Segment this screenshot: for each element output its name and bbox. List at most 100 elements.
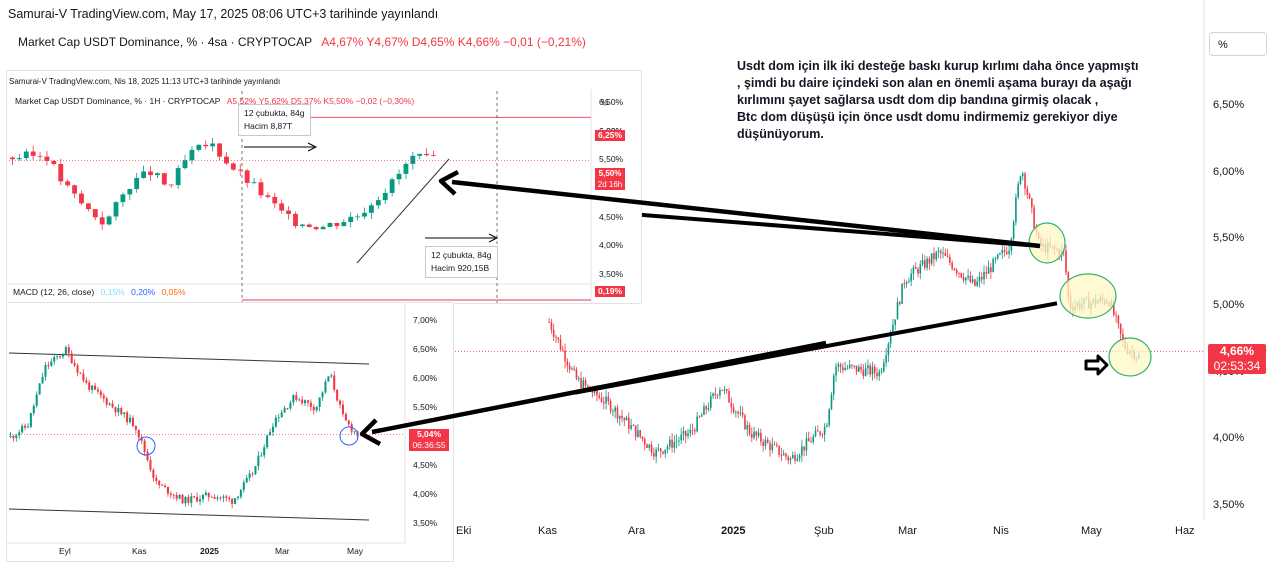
- inset2-candle: [187, 494, 190, 506]
- inset2-candle: [239, 488, 242, 499]
- inset2-candle: [193, 496, 196, 499]
- main-candle: [958, 272, 960, 279]
- main-candle: [659, 447, 662, 458]
- main-candle: [798, 453, 801, 462]
- main-candle: [605, 390, 607, 410]
- main-candle: [632, 423, 635, 426]
- annotation-note: Usdt dom için ilk iki desteğe baskı kuru…: [737, 58, 1139, 143]
- published-label: Samurai-V TradingView.com, May 17, 2025 …: [8, 7, 439, 21]
- inset1-candle: [155, 172, 160, 179]
- main-candle: [618, 415, 621, 426]
- inset2-candle: [309, 399, 312, 411]
- main-candle: [559, 334, 562, 351]
- main-candle: [643, 436, 646, 451]
- main-candle: [778, 445, 780, 458]
- main-candle: [810, 436, 812, 443]
- inset2-candle: [248, 470, 251, 482]
- inset1-candle: [16, 154, 22, 161]
- main-candle: [837, 361, 840, 372]
- main-candle: [721, 389, 723, 392]
- inset1-candle: [244, 168, 250, 188]
- inset1-candle: [396, 169, 402, 185]
- main-candle: [789, 456, 792, 465]
- inset1-macd-legend: MACD (12, 26, close) 0,15% 0,20% 0,05%: [13, 287, 186, 297]
- inset2-candle: [344, 412, 347, 421]
- inset2-candle: [88, 379, 91, 392]
- main-candle: [823, 423, 826, 442]
- inset2-candle: [44, 362, 47, 381]
- inset1-candle: [161, 172, 167, 186]
- main-candle: [753, 426, 755, 440]
- main-candle: [602, 396, 605, 410]
- inset1-plot: [7, 89, 592, 303]
- inset2-candle: [312, 404, 315, 415]
- inset1-bottom-label: 0,19%: [595, 286, 625, 297]
- main-candle: [967, 268, 969, 281]
- symbol-title[interactable]: Market Cap USDT Dominance, % · 4sa · CRY…: [18, 35, 586, 49]
- main-candle: [694, 427, 696, 435]
- inset2-candle: [85, 377, 88, 385]
- main-candle: [951, 260, 953, 271]
- main-candle: [568, 362, 571, 374]
- main-candle: [917, 266, 919, 278]
- main-candle: [835, 362, 837, 383]
- main-candle: [851, 364, 853, 370]
- inset1-symbol-title: Market Cap USDT Dominance, % · 1H · CRYP…: [15, 96, 414, 106]
- main-candle: [914, 262, 917, 270]
- inset2-candle: [234, 498, 237, 505]
- main-candle: [1003, 246, 1006, 257]
- inset2-candle: [102, 392, 105, 403]
- inset2-plot: [7, 303, 406, 544]
- inset2-circle-1: [136, 436, 156, 456]
- inset2-candle: [82, 369, 85, 383]
- main-candle: [691, 423, 694, 436]
- inset2-candle: [242, 479, 245, 493]
- inset2-price-value: 5,04%: [416, 429, 442, 439]
- main-candle: [719, 386, 721, 400]
- main-candle: [612, 408, 614, 417]
- main-candle: [684, 430, 687, 444]
- inset1-candle: [58, 158, 64, 186]
- inset2-candle: [9, 431, 12, 439]
- inset1-candle: [369, 202, 374, 219]
- inset1-candle: [348, 212, 354, 228]
- main-candle: [858, 364, 860, 372]
- pointer-arrow: [1084, 354, 1109, 376]
- inset1-candle: [141, 165, 147, 179]
- main-x-tick: Eki: [456, 525, 472, 537]
- main-candle: [949, 253, 951, 266]
- inset2-y-tick: 4,00%: [413, 489, 438, 499]
- main-candle: [817, 425, 819, 432]
- inset1-price-label: 5,50% 2d 16h: [595, 168, 625, 190]
- scale-mode-button[interactable]: %: [1209, 32, 1267, 56]
- main-candle: [598, 392, 601, 400]
- inset2-candle: [199, 495, 202, 506]
- annotation-line-4: Btc dom düşüşü için önce usdt domu indir…: [737, 110, 1118, 124]
- main-candle: [930, 253, 933, 266]
- main-candle: [983, 265, 985, 285]
- main-candle: [755, 430, 758, 441]
- inset2-candle: [301, 395, 304, 406]
- main-y-tick: 6,00%: [1213, 165, 1245, 178]
- inset1-candle: [106, 215, 112, 226]
- inset1-candle: [230, 162, 236, 172]
- inset2-candle: [149, 456, 152, 473]
- inset1-candle: [189, 146, 195, 165]
- inset2-candle: [169, 491, 172, 499]
- inset2-candle: [263, 444, 266, 459]
- main-candle: [714, 387, 717, 400]
- main-candle: [842, 362, 844, 374]
- inset2-candle: [347, 419, 350, 428]
- scale-unit: %: [1218, 39, 1228, 51]
- inset2-candle: [131, 415, 134, 428]
- main-candle: [946, 248, 949, 258]
- main-candle: [725, 388, 728, 394]
- inset1-candle: [217, 142, 222, 161]
- inset2-candle: [251, 471, 254, 477]
- main-candle: [664, 449, 667, 458]
- inset1-price-value: 5,50%: [598, 169, 622, 178]
- annotation-line-5: düşünüyorum.: [737, 127, 824, 141]
- inset2-candle: [292, 394, 295, 406]
- inset1-range-box-2: 12 çubukta, 84g Hacim 920,15B: [425, 246, 498, 278]
- main-candle: [548, 317, 550, 323]
